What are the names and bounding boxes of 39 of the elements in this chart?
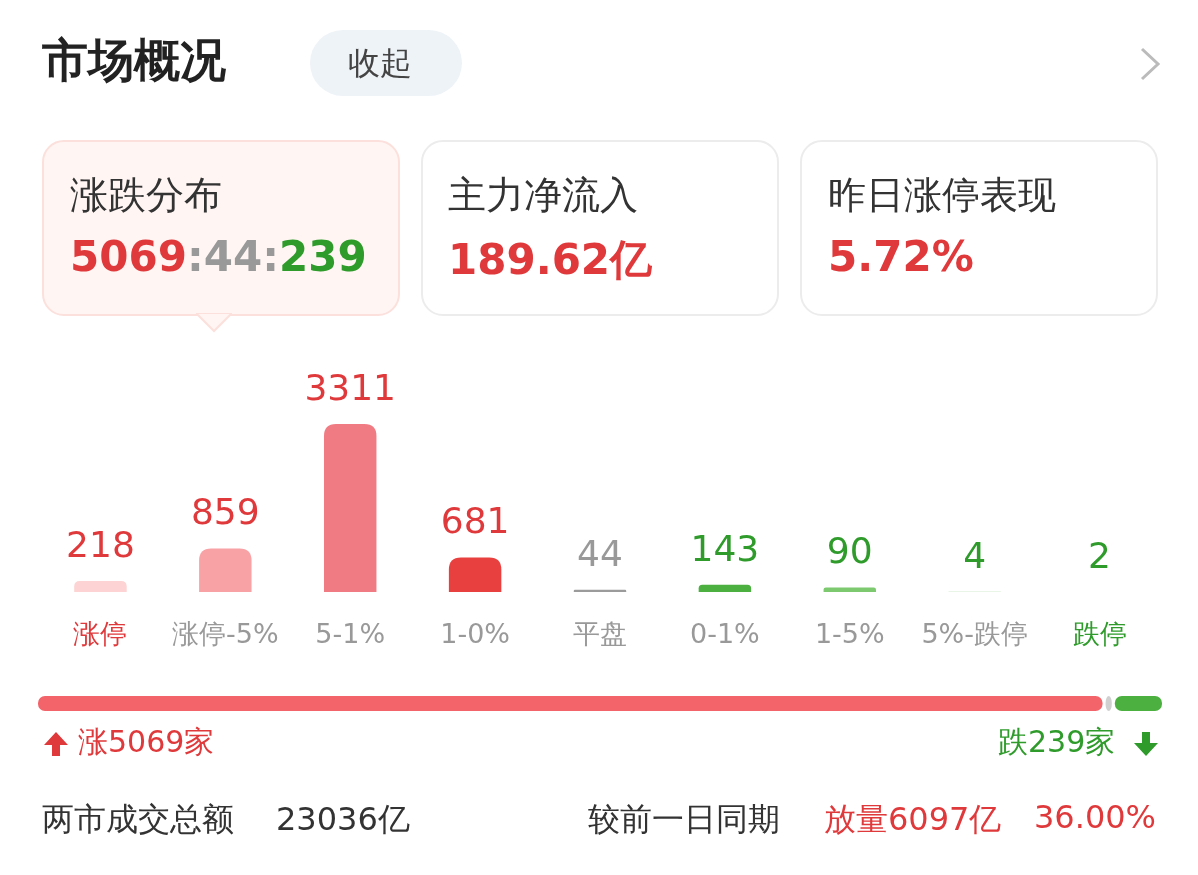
text: 昨日涨停表现 (828, 172, 1056, 219)
text: 5069:44:239 (70, 232, 367, 281)
text: 跌239家 (998, 723, 1116, 761)
data-label: 44 (577, 532, 623, 574)
x-tick-label: 1-5% (814, 618, 885, 649)
data-label: 859 (190, 491, 260, 533)
bar (698, 584, 752, 592)
text: 36.00% (1034, 798, 1157, 836)
data-label: 681 (440, 500, 510, 542)
chart-title: 市场概况 (42, 32, 226, 89)
text: 主力净流入 (448, 172, 638, 219)
text: 涨跌分布 (70, 172, 222, 219)
data-label: 218 (66, 523, 135, 565)
text: 较前一日同期 (588, 799, 780, 840)
x-tick-label: 跌停 (1072, 618, 1127, 649)
x-tick-label: 0-1% (690, 618, 760, 649)
x-tick-label: 涨停 (73, 618, 128, 649)
text: 收起 (348, 43, 412, 84)
bar (74, 580, 127, 592)
data-label: 4 (963, 534, 987, 576)
text: 涨5069家 (78, 723, 215, 761)
text: 23036亿 (276, 799, 410, 840)
data-label: 143 (690, 527, 760, 569)
x-tick-label: 1-0% (440, 618, 510, 649)
x-tick-label: 5%-跌停 (921, 618, 1028, 649)
text: 189.62亿 (448, 234, 653, 286)
x-tick-label: 5-1% (315, 618, 386, 649)
text: 5.72% (828, 232, 974, 281)
text: 放量6097亿 (824, 799, 1002, 840)
data-label: 3311 (304, 367, 397, 408)
bar (823, 587, 876, 592)
bar (199, 548, 252, 592)
x-tick-label: 涨停-5% (172, 618, 279, 649)
data-label: 90 (826, 530, 873, 572)
bar (324, 424, 377, 592)
text: 两市成交总额 (42, 799, 234, 840)
x-tick-label: 平盘 (573, 618, 627, 649)
bar (448, 557, 502, 592)
data-label: 2 (1088, 534, 1112, 576)
